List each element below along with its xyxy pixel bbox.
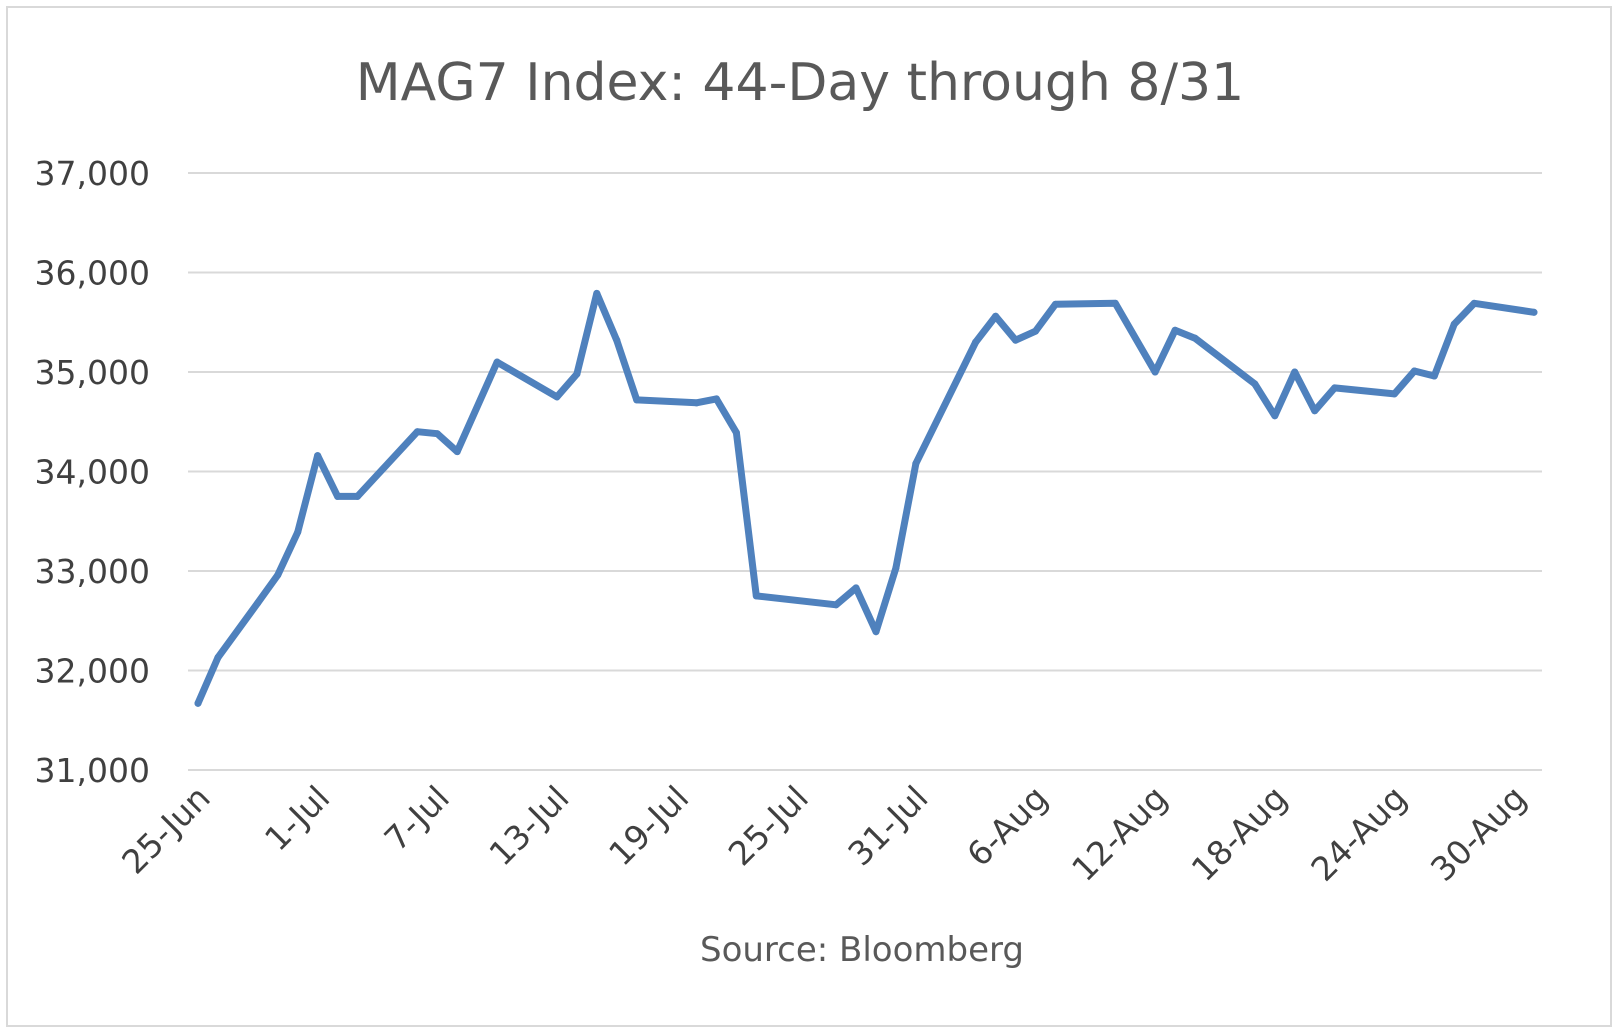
data-point bbox=[593, 289, 601, 297]
data-point bbox=[1430, 372, 1438, 380]
gridlines bbox=[188, 172, 1542, 771]
source-label: Source: Bloomberg bbox=[700, 930, 1024, 970]
x-tick-label: 1-Jul bbox=[257, 778, 337, 858]
data-point bbox=[633, 396, 641, 404]
series-layer bbox=[194, 289, 1538, 707]
data-point bbox=[852, 584, 860, 592]
data-point bbox=[1470, 299, 1478, 307]
data-point bbox=[613, 336, 621, 344]
y-tick-label: 34,000 bbox=[35, 453, 150, 492]
data-point bbox=[732, 429, 740, 437]
data-point bbox=[912, 460, 920, 468]
data-point bbox=[354, 492, 362, 500]
data-point bbox=[573, 370, 581, 378]
x-tick-label: 30-Aug bbox=[1423, 778, 1534, 889]
data-point bbox=[693, 399, 701, 407]
data-point bbox=[1410, 367, 1418, 375]
x-tick-label: 31-Jul bbox=[840, 778, 935, 873]
data-point bbox=[493, 358, 501, 366]
data-point bbox=[433, 430, 441, 438]
x-tick-label: 7-Jul bbox=[377, 778, 457, 858]
data-point bbox=[294, 528, 302, 536]
chart-frame bbox=[6, 6, 1612, 1027]
y-tick-label: 32,000 bbox=[35, 652, 150, 691]
data-point bbox=[254, 599, 262, 607]
data-point bbox=[194, 699, 202, 707]
data-point bbox=[553, 393, 561, 401]
x-tick-label: 25-Jun bbox=[114, 778, 217, 881]
data-point bbox=[832, 601, 840, 609]
data-point bbox=[334, 492, 342, 500]
y-tick-label: 35,000 bbox=[35, 353, 150, 392]
y-tick-label: 37,000 bbox=[35, 154, 150, 193]
data-point bbox=[314, 452, 322, 460]
x-tick-label: 24-Aug bbox=[1303, 778, 1414, 889]
data-point bbox=[1251, 380, 1259, 388]
data-point bbox=[1291, 368, 1299, 376]
data-point bbox=[712, 395, 720, 403]
data-point bbox=[1390, 390, 1398, 398]
data-point bbox=[1051, 300, 1059, 308]
x-tick-label: 19-Jul bbox=[601, 778, 696, 873]
data-point bbox=[752, 592, 760, 600]
y-tick-label: 33,000 bbox=[35, 552, 150, 591]
chart-title: MAG7 Index: 44-Day through 8/31 bbox=[356, 53, 1244, 113]
data-point bbox=[1450, 320, 1458, 328]
data-point bbox=[1191, 334, 1199, 342]
x-tick-label: 12-Aug bbox=[1064, 778, 1175, 889]
data-point bbox=[214, 654, 222, 662]
data-point bbox=[1012, 336, 1020, 344]
data-point bbox=[413, 428, 421, 436]
data-point bbox=[1530, 308, 1538, 316]
data-point bbox=[992, 312, 1000, 320]
data-point bbox=[1111, 299, 1119, 307]
data-point bbox=[872, 628, 880, 636]
data-point bbox=[1171, 326, 1179, 334]
x-tick-label: 18-Aug bbox=[1184, 778, 1295, 889]
data-point bbox=[892, 564, 900, 572]
series-line bbox=[194, 289, 1538, 707]
data-point bbox=[1271, 412, 1279, 420]
y-tick-label: 36,000 bbox=[35, 254, 150, 293]
data-point bbox=[1311, 407, 1319, 415]
data-point bbox=[1151, 368, 1159, 376]
x-tick-label: 13-Jul bbox=[481, 778, 576, 873]
y-axis: 31,000 32,000 33,000 34,000 35,000 36,000 37,0… bbox=[35, 154, 150, 790]
data-point bbox=[274, 571, 282, 579]
data-point bbox=[1031, 327, 1039, 335]
data-point bbox=[453, 448, 461, 456]
y-tick-label: 31,000 bbox=[35, 751, 150, 790]
x-axis: 25-Jun 1-Jul 7-Jul 13-Jul 19-Jul 25-Jul 31-Jul… bbox=[114, 778, 1534, 889]
x-tick-label: 6-Aug bbox=[959, 778, 1055, 874]
data-point bbox=[972, 338, 980, 346]
x-tick-label: 25-Jul bbox=[721, 778, 816, 873]
data-point bbox=[1331, 384, 1339, 392]
